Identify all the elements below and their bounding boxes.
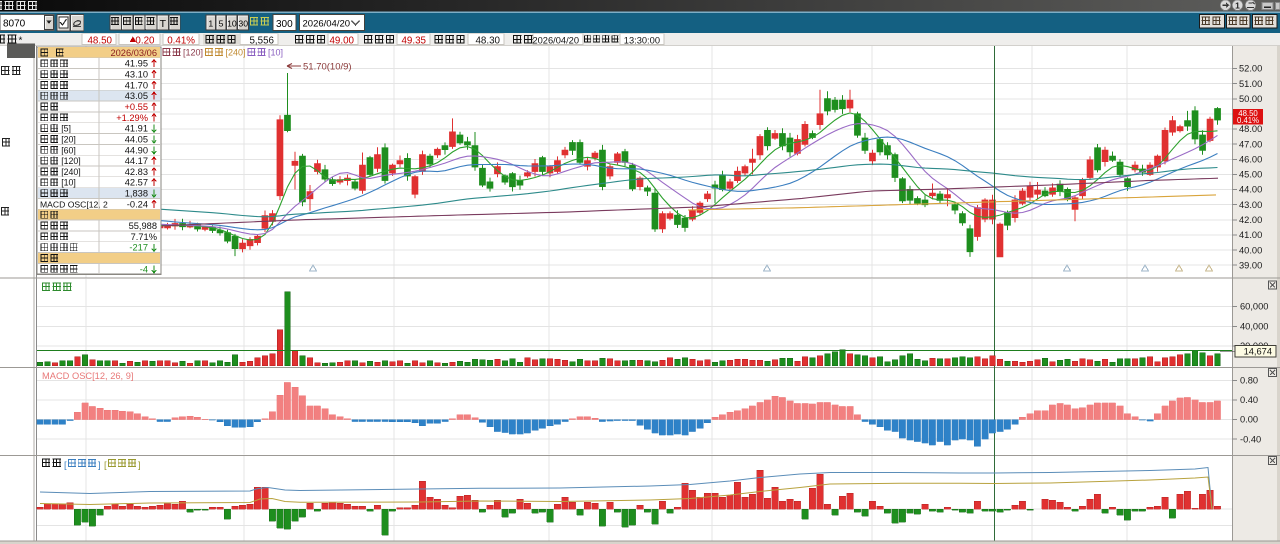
svg-text:42.00: 42.00 [1239, 215, 1262, 225]
svg-text:44.05: 44.05 [125, 135, 148, 145]
svg-text:55,988: 55,988 [129, 221, 157, 231]
svg-text:46.00: 46.00 [1239, 155, 1262, 165]
svg-text:2026/04/20: 2026/04/20 [303, 19, 351, 30]
svg-text:[10]: [10] [61, 178, 76, 188]
svg-text:13:30:00: 13:30:00 [624, 35, 660, 45]
svg-text:52.00: 52.00 [1239, 64, 1262, 74]
svg-text:44.17: 44.17 [125, 156, 148, 166]
svg-text:0.41%: 0.41% [1237, 116, 1259, 125]
svg-text:0.41%: 0.41% [167, 35, 195, 46]
svg-text:0.00: 0.00 [1240, 415, 1258, 425]
svg-text:43.10: 43.10 [125, 70, 148, 80]
svg-text:2026/04/20: 2026/04/20 [532, 35, 579, 45]
svg-text:2026/03/06: 2026/03/06 [110, 48, 157, 58]
svg-text:[60]: [60] [61, 145, 76, 155]
svg-text:30: 30 [238, 18, 248, 28]
svg-text:49.35: 49.35 [401, 35, 426, 46]
svg-text:5,556: 5,556 [249, 35, 274, 46]
svg-text:0.20: 0.20 [135, 35, 155, 46]
svg-text:-4: -4 [140, 264, 148, 274]
svg-text:-0.24: -0.24 [127, 199, 148, 209]
svg-text:14,674: 14,674 [1244, 347, 1272, 357]
svg-text:]: ] [138, 460, 141, 471]
svg-text:T: T [160, 18, 167, 30]
svg-text:40.00: 40.00 [1239, 245, 1262, 255]
svg-text:41.00: 41.00 [1239, 230, 1262, 240]
svg-text:7.71%: 7.71% [131, 232, 157, 242]
svg-text:8070: 8070 [3, 19, 26, 30]
svg-text:[120]: [120] [183, 48, 203, 58]
svg-text:45.00: 45.00 [1239, 170, 1262, 180]
svg-text:-0.40: -0.40 [1240, 434, 1261, 444]
svg-text:5: 5 [219, 18, 224, 28]
svg-text:41.70: 41.70 [125, 80, 148, 90]
svg-text:0.80: 0.80 [1240, 376, 1258, 386]
svg-text:0.40: 0.40 [1240, 395, 1258, 405]
svg-text:40,000: 40,000 [1240, 321, 1268, 331]
svg-text:1,838: 1,838 [125, 189, 148, 199]
svg-text:MACD OSC[12, 26, 9]: MACD OSC[12, 26, 9] [42, 371, 133, 381]
svg-text:[240]: [240] [61, 167, 81, 177]
svg-text:[120]: [120] [61, 156, 81, 166]
svg-text:+1.29%: +1.29% [116, 113, 148, 123]
svg-text:*: * [19, 36, 23, 47]
svg-text:48.00: 48.00 [1239, 124, 1262, 134]
svg-text:+0.55: +0.55 [124, 102, 148, 112]
svg-text:10: 10 [227, 18, 237, 28]
svg-text:300: 300 [276, 19, 293, 30]
svg-text:48.30: 48.30 [475, 35, 500, 46]
svg-text:49.00: 49.00 [329, 35, 354, 46]
svg-text:[: [ [64, 460, 67, 471]
svg-text:50.00: 50.00 [1239, 94, 1262, 104]
svg-text:[10]: [10] [268, 48, 283, 58]
svg-text:1: 1 [1235, 0, 1240, 10]
svg-text:[240]: [240] [226, 48, 246, 58]
svg-text:[20]: [20] [61, 135, 76, 145]
svg-text:39.00: 39.00 [1239, 260, 1262, 270]
svg-text:51.00: 51.00 [1239, 79, 1262, 89]
svg-text:42.57: 42.57 [125, 178, 148, 188]
svg-text:44.90: 44.90 [125, 145, 148, 155]
svg-text:41.95: 41.95 [125, 59, 148, 69]
svg-text:44.00: 44.00 [1239, 185, 1262, 195]
svg-text:MACD OSC[12, 2: MACD OSC[12, 2 [40, 199, 108, 209]
svg-text:42.83: 42.83 [125, 167, 148, 177]
svg-text:48.50: 48.50 [87, 35, 112, 46]
svg-text:48.50: 48.50 [1238, 109, 1258, 118]
svg-text:41.91: 41.91 [125, 124, 148, 134]
svg-text:[: [ [104, 460, 107, 471]
svg-text:-217: -217 [129, 243, 148, 253]
svg-text:1: 1 [208, 18, 213, 28]
svg-text:[5]: [5] [61, 124, 71, 134]
svg-text:]: ] [98, 460, 101, 471]
svg-text:51.70(10/9): 51.70(10/9) [303, 62, 352, 73]
svg-text:47.00: 47.00 [1239, 139, 1262, 149]
svg-text:43.00: 43.00 [1239, 200, 1262, 210]
svg-text:43.05: 43.05 [125, 91, 148, 101]
svg-text:60,000: 60,000 [1240, 302, 1268, 312]
